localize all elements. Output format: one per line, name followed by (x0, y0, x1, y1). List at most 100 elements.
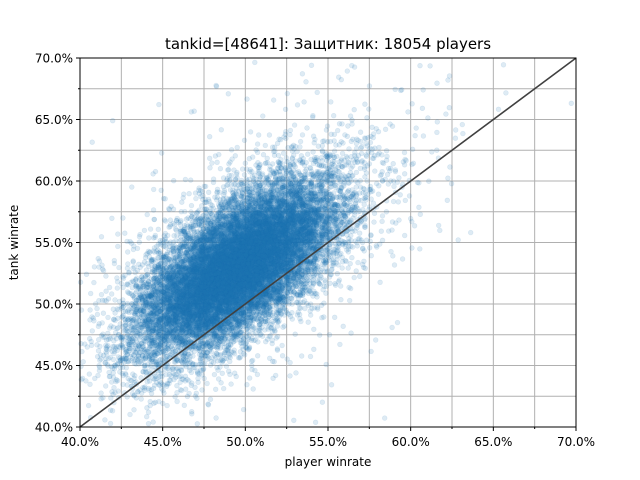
data-point (164, 299, 170, 306)
data-point (338, 297, 344, 303)
data-point (244, 382, 250, 388)
data-point (160, 195, 167, 202)
data-point (294, 270, 300, 277)
data-point (225, 277, 231, 283)
data-point (235, 205, 241, 212)
data-point (202, 282, 208, 288)
data-point (87, 307, 93, 313)
data-point (338, 283, 344, 289)
data-point (186, 288, 193, 294)
data-point (275, 214, 281, 221)
data-point (282, 267, 289, 274)
data-point (239, 283, 245, 290)
data-point (322, 279, 328, 285)
data-point (307, 233, 313, 239)
data-point (314, 243, 321, 249)
data-point (298, 248, 304, 255)
data-point (184, 353, 190, 359)
data-point (78, 341, 84, 347)
data-point (207, 289, 214, 295)
data-point (198, 257, 204, 263)
data-point (216, 273, 222, 279)
data-point (199, 274, 205, 281)
data-point (102, 297, 108, 304)
data-point (271, 196, 277, 202)
data-point (200, 299, 206, 306)
data-point (174, 217, 180, 224)
data-point (200, 279, 207, 285)
data-point (243, 233, 250, 239)
data-point (201, 318, 207, 325)
data-point (213, 291, 219, 298)
data-point (268, 234, 274, 240)
data-point (176, 294, 183, 301)
data-point (207, 155, 213, 162)
data-point (217, 215, 224, 222)
data-point (91, 264, 98, 270)
data-point (312, 419, 319, 425)
data-point (321, 191, 328, 197)
data-point (219, 258, 226, 265)
data-point (248, 252, 255, 259)
data-point (154, 287, 160, 293)
data-point (212, 251, 219, 257)
data-point (229, 251, 235, 257)
data-point (257, 239, 263, 246)
data-point (257, 264, 263, 270)
data-point (243, 241, 249, 248)
data-point (297, 210, 304, 216)
data-point (267, 221, 273, 228)
data-point (270, 230, 277, 236)
data-point (294, 245, 300, 252)
data-point (215, 277, 222, 284)
data-point (310, 242, 316, 249)
data-point (206, 259, 213, 266)
data-point (294, 206, 300, 212)
data-point (276, 220, 282, 227)
data-point (217, 258, 223, 264)
data-point (217, 288, 223, 295)
data-point (219, 299, 225, 306)
data-point (218, 257, 225, 263)
data-point (213, 83, 220, 90)
data-point (346, 146, 352, 152)
data-point (244, 268, 250, 275)
data-point (215, 293, 221, 299)
data-point (203, 247, 210, 254)
data-point (288, 188, 294, 195)
data-point (278, 295, 284, 301)
data-point (443, 111, 449, 117)
data-point (278, 220, 284, 226)
data-point (207, 134, 213, 140)
data-point (355, 222, 361, 228)
data-point (315, 229, 321, 236)
data-point (120, 381, 126, 388)
scatter-points (77, 59, 574, 427)
data-point (247, 318, 254, 324)
data-point (246, 156, 253, 162)
data-point (206, 189, 212, 196)
data-point (244, 284, 250, 290)
data-point (187, 226, 194, 233)
data-point (232, 247, 238, 253)
data-point (281, 221, 287, 227)
data-point (300, 214, 306, 220)
data-point (305, 196, 311, 202)
data-point (233, 317, 240, 323)
data-point (324, 178, 330, 184)
data-point (224, 283, 230, 289)
data-point (273, 256, 279, 262)
data-point (115, 243, 121, 250)
data-point (149, 313, 156, 319)
data-point (215, 280, 222, 286)
data-point (382, 126, 389, 133)
data-point (253, 254, 260, 260)
data-point (227, 238, 233, 245)
data-point (156, 331, 162, 338)
data-point (202, 242, 208, 249)
data-point (331, 112, 337, 119)
data-point (268, 201, 275, 207)
data-point (500, 62, 507, 68)
data-point (94, 342, 100, 348)
